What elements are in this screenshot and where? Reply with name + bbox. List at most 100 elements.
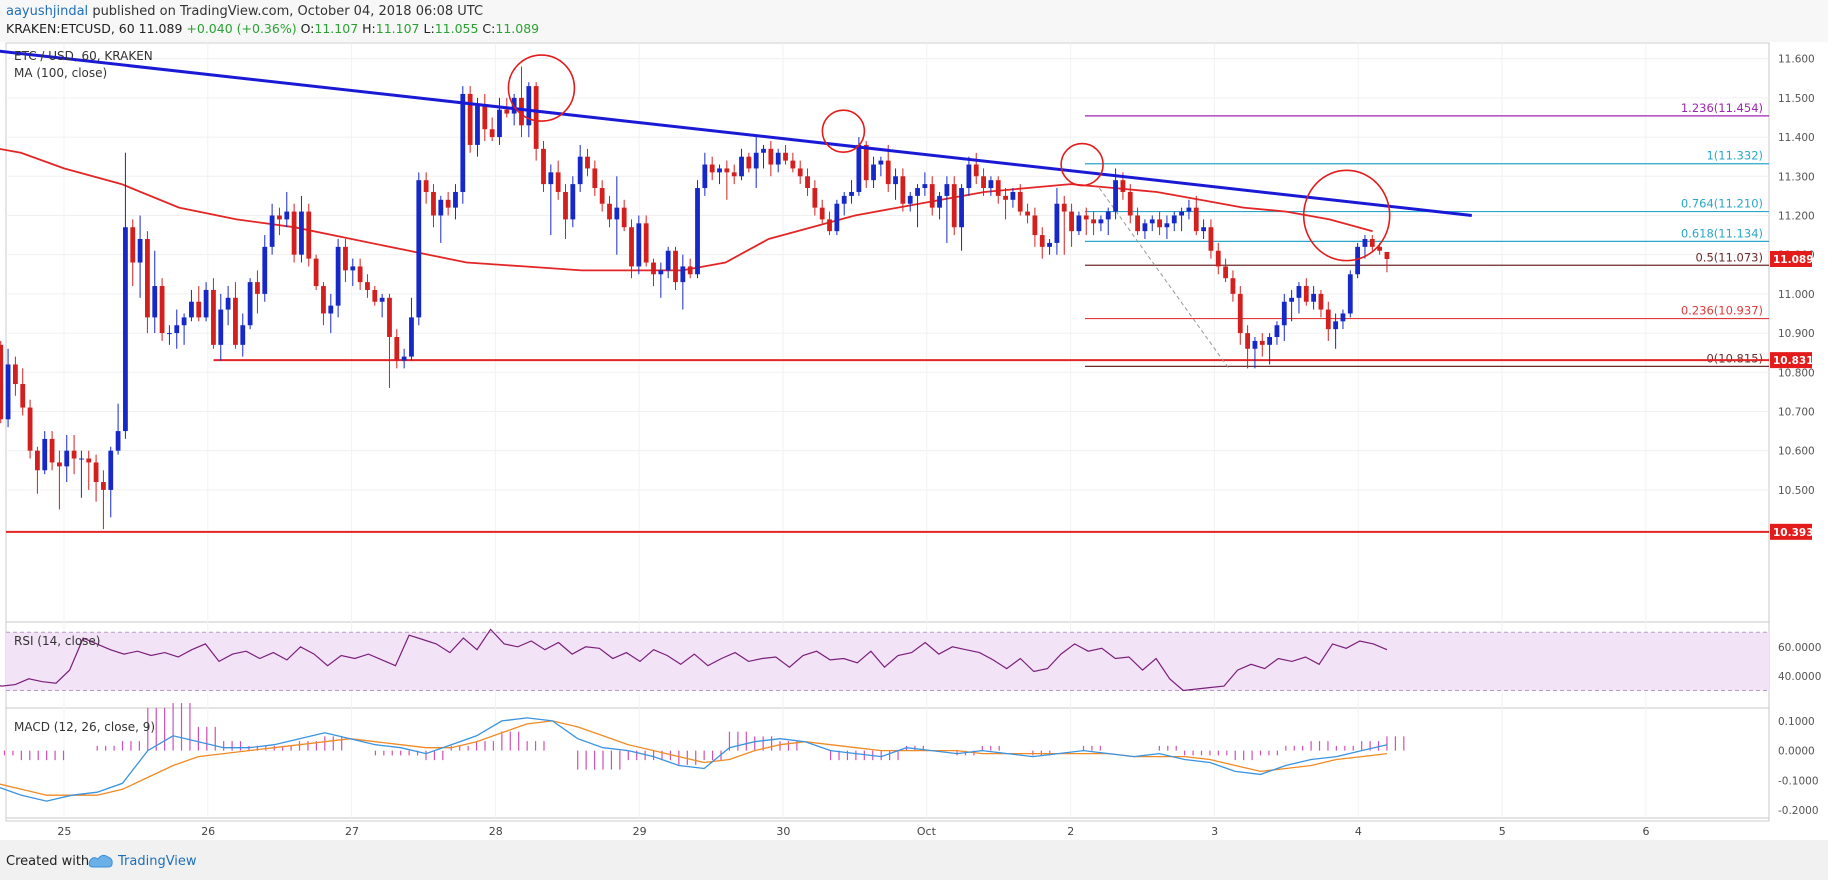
candle-body — [306, 211, 312, 259]
candle-body — [658, 270, 664, 275]
candle-body — [995, 180, 1001, 196]
candle-body — [174, 325, 180, 334]
candle-body — [379, 297, 385, 302]
resistance-trendline — [0, 49, 1472, 217]
candle-body — [35, 450, 40, 471]
time-tick-label: 4 — [1355, 825, 1362, 838]
candle-body — [255, 282, 260, 294]
rsi-legend: RSI (14, close) — [14, 634, 100, 648]
highlight-circle — [1302, 169, 1391, 262]
macd-signal-line — [0, 720, 1388, 796]
rsi-tick-label: 40.0000 — [1778, 671, 1821, 683]
price-tick-label: 11.500 — [1778, 93, 1815, 105]
candle-body — [695, 188, 700, 275]
candle-body — [1252, 340, 1258, 349]
highlight-circle — [507, 54, 576, 122]
candle-body — [225, 297, 231, 310]
candle-body — [13, 364, 18, 385]
candle-body — [915, 188, 920, 196]
candle-body — [328, 305, 334, 314]
candle-body — [548, 172, 554, 185]
candle-body — [145, 239, 150, 318]
price-tick-label: 11.200 — [1778, 210, 1815, 222]
candle-body — [775, 152, 781, 165]
macd-tick-label: 0.1000 — [1778, 716, 1815, 728]
candle-body — [387, 297, 392, 337]
time-tick-label: 26 — [201, 825, 215, 838]
candle-body — [731, 172, 737, 177]
candle-body — [1039, 235, 1045, 247]
tradingview-link[interactable]: TradingView — [118, 854, 197, 869]
high-label: H: — [362, 21, 376, 36]
candle-body — [130, 227, 136, 263]
ma-100-line — [0, 148, 1373, 272]
created-with-text: Created with — [6, 854, 90, 869]
candle-body — [247, 282, 253, 326]
price-tick-label: 10.900 — [1778, 328, 1815, 340]
candle-body — [827, 219, 832, 232]
tradingview-logo-icon[interactable] — [88, 851, 114, 869]
time-tick-label: 6 — [1643, 825, 1650, 838]
price-tick-label: 10.500 — [1778, 485, 1815, 497]
footer: Created with TradingView — [0, 840, 1828, 880]
candle-body — [563, 191, 568, 220]
macd-line — [0, 717, 1388, 802]
candle-body — [1384, 251, 1390, 259]
candle-body — [167, 333, 172, 335]
support-price-badge-bg — [1770, 352, 1812, 369]
candle-body — [878, 160, 884, 165]
candle-body — [1369, 239, 1375, 247]
time-tick-label: Oct — [917, 825, 937, 838]
candle-body — [863, 144, 869, 181]
candle-body — [365, 282, 370, 290]
candle-body — [702, 164, 708, 189]
low-price-badge: 10.393 — [1773, 527, 1814, 539]
candle-body — [196, 301, 202, 318]
candle-body — [629, 227, 634, 267]
candle-body — [1061, 203, 1067, 212]
open-value: 11.107 — [314, 21, 359, 36]
time-tick-label: 30 — [776, 825, 790, 838]
macd-tick-label: -0.1000 — [1778, 775, 1819, 787]
candle-body — [423, 180, 429, 192]
fib-level-label: 0.618(11.134) — [1681, 226, 1763, 240]
chart-svg[interactable]: 1.236(11.454) 1(11.332) 0.764(11.210) 0.618… — [0, 42, 1828, 840]
candle-body — [1164, 223, 1170, 228]
candle-body — [71, 450, 77, 459]
candle-body — [401, 356, 407, 361]
candle-body — [981, 176, 986, 189]
candle-body — [1362, 239, 1368, 247]
price-tick-label: 10.600 — [1778, 446, 1815, 458]
fib-level-label: 1.236(11.454) — [1681, 101, 1763, 115]
candle-body — [108, 450, 114, 490]
candle-body — [269, 215, 275, 247]
candle-body — [849, 191, 854, 196]
candle-body — [20, 384, 26, 408]
candle-body — [467, 93, 473, 145]
candle-body — [211, 289, 216, 345]
last-price-badge-bg — [1770, 250, 1812, 267]
highlight-circle — [821, 109, 866, 153]
candle-body — [643, 223, 649, 263]
candle-body — [64, 450, 70, 467]
candle-body — [203, 289, 209, 318]
candle-body — [277, 215, 282, 220]
publish-text: published on TradingView.com, October 04… — [92, 4, 484, 19]
candle-body — [460, 93, 466, 192]
candle-body — [93, 462, 99, 483]
candle-body — [585, 156, 590, 169]
candle-body — [1296, 286, 1302, 298]
candle-body — [350, 266, 356, 271]
candle-body — [592, 168, 598, 189]
candle-body — [739, 156, 744, 177]
candle-body — [1377, 246, 1383, 251]
high-value: 11.107 — [375, 21, 420, 36]
candle-body — [929, 184, 935, 208]
candle-body — [504, 109, 510, 114]
author-link[interactable]: aayushjindal — [6, 4, 89, 19]
candle-body — [115, 431, 121, 451]
candle-body — [445, 199, 451, 208]
candle-body — [218, 309, 224, 345]
chart-area[interactable]: 1.236(11.454) 1(11.332) 0.764(11.210) 0.618… — [0, 42, 1828, 844]
candle-body — [1340, 313, 1346, 322]
